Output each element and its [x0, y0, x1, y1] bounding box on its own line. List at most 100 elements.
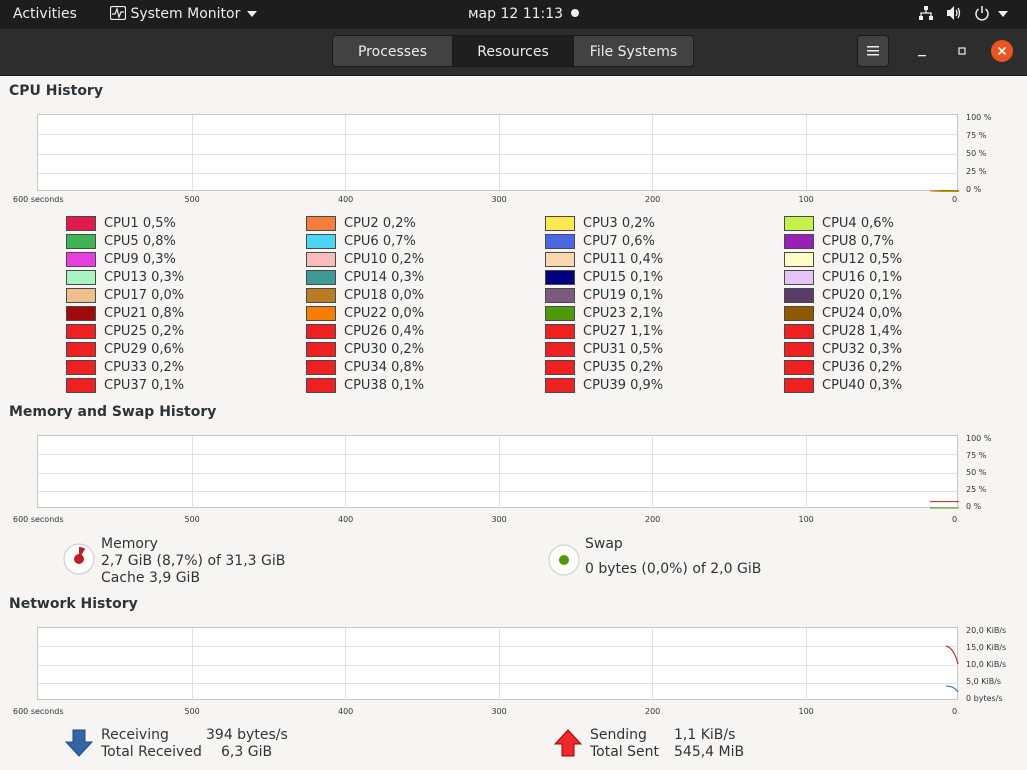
cpu-color-swatch[interactable]: [306, 216, 336, 231]
cpu-color-swatch[interactable]: [66, 324, 96, 339]
cpu-color-swatch[interactable]: [306, 288, 336, 303]
cpu-legend-label: CPU24 0,0%: [822, 305, 902, 323]
cpu-name: CPU26: [344, 324, 387, 339]
close-button[interactable]: [991, 40, 1013, 62]
network-y-tick: 0 bytes/s: [966, 694, 1003, 703]
cpu-color-swatch[interactable]: [545, 252, 575, 267]
cpu-color-swatch[interactable]: [66, 306, 96, 321]
network-icon[interactable]: [918, 0, 934, 29]
network-x-tick: 300: [491, 707, 507, 716]
app-menu[interactable]: System Monitor: [109, 0, 257, 29]
cpu-color-swatch[interactable]: [66, 252, 96, 267]
hamburger-icon: [867, 46, 879, 56]
cpu-name: CPU14: [344, 270, 387, 285]
cpu-color-swatch[interactable]: [66, 360, 96, 375]
cpu-color-swatch[interactable]: [306, 270, 336, 285]
cpu-color-swatch[interactable]: [545, 342, 575, 357]
memory-graph-canvas: [38, 436, 959, 509]
swap-label: Swap: [585, 536, 623, 552]
cpu-color-swatch[interactable]: [784, 288, 814, 303]
cpu-value: 0,3%: [869, 378, 903, 393]
cpu-legend-label: CPU11 0,4%: [583, 251, 663, 269]
cpu-color-swatch[interactable]: [306, 306, 336, 321]
cpu-legend-label: CPU38 0,1%: [344, 377, 424, 395]
swap-usage: 0 bytes (0,0%) of 2,0 GiB: [585, 561, 762, 577]
cpu-legend-label: CPU32 0,3%: [822, 341, 902, 359]
cpu-y-tick: 50 %: [966, 149, 987, 158]
cpu-value: 0,4%: [391, 324, 425, 339]
receiving-arrow-icon[interactable]: [64, 728, 94, 762]
cpu-color-swatch[interactable]: [306, 342, 336, 357]
cpu-color-swatch[interactable]: [784, 216, 814, 231]
cpu-value: 0,5%: [630, 342, 664, 357]
volume-icon[interactable]: [946, 0, 962, 29]
cpu-color-swatch[interactable]: [66, 234, 96, 249]
tab-file-systems[interactable]: File Systems: [573, 35, 694, 67]
maximize-button[interactable]: [952, 41, 972, 61]
cpu-value: 0,0%: [391, 306, 425, 321]
cpu-color-swatch[interactable]: [66, 378, 96, 393]
sending-arrow-icon[interactable]: [553, 728, 583, 762]
cpu-value: 0,1%: [630, 288, 664, 303]
cpu-color-swatch[interactable]: [66, 342, 96, 357]
cpu-color-swatch[interactable]: [545, 288, 575, 303]
cpu-name: CPU37: [104, 378, 147, 393]
cpu-color-swatch[interactable]: [784, 324, 814, 339]
cpu-color-swatch[interactable]: [545, 234, 575, 249]
cpu-color-swatch[interactable]: [545, 306, 575, 321]
cpu-legend-label: CPU15 0,1%: [583, 269, 663, 287]
cpu-color-swatch[interactable]: [545, 216, 575, 231]
cpu-legend-label: CPU22 0,0%: [344, 305, 424, 323]
total-sent-value: 545,4 MiB: [674, 744, 745, 760]
memory-y-tick: 50 %: [966, 468, 987, 477]
cpu-value: 1,1%: [630, 324, 664, 339]
cpu-legend-label: CPU31 0,5%: [583, 341, 663, 359]
cpu-color-swatch[interactable]: [784, 360, 814, 375]
cpu-legend-label: CPU29 0,6%: [104, 341, 184, 359]
cpu-legend-label: CPU37 0,1%: [104, 377, 184, 395]
menu-button[interactable]: [857, 35, 889, 67]
cpu-legend-label: CPU4 0,6%: [822, 215, 894, 233]
maximize-icon: [958, 47, 966, 55]
cpu-color-swatch[interactable]: [306, 252, 336, 267]
power-icon[interactable]: [974, 0, 990, 29]
cpu-color-swatch[interactable]: [306, 234, 336, 249]
cpu-color-swatch[interactable]: [66, 270, 96, 285]
cpu-color-swatch[interactable]: [66, 216, 96, 231]
cpu-color-swatch[interactable]: [306, 324, 336, 339]
minimize-button[interactable]: [912, 41, 932, 61]
cpu-color-swatch[interactable]: [306, 360, 336, 375]
cpu-name: CPU6: [344, 234, 379, 249]
memory-history-title: Memory and Swap History: [9, 404, 217, 420]
system-menu-chevron-icon[interactable]: [998, 0, 1008, 29]
tab-resources[interactable]: Resources: [452, 35, 574, 67]
cpu-color-swatch[interactable]: [545, 270, 575, 285]
cpu-color-swatch[interactable]: [784, 234, 814, 249]
cpu-name: CPU19: [583, 288, 626, 303]
cpu-color-swatch[interactable]: [784, 252, 814, 267]
cpu-color-swatch[interactable]: [66, 288, 96, 303]
cpu-name: CPU17: [104, 288, 147, 303]
chevron-down-icon: [246, 11, 257, 17]
memory-usage: 2,7 GiB (8,7%) of 31,3 GiB: [101, 553, 286, 569]
cpu-name: CPU31: [583, 342, 626, 357]
cpu-color-swatch[interactable]: [545, 324, 575, 339]
swap-pie-icon[interactable]: [548, 544, 580, 580]
cpu-color-swatch[interactable]: [306, 378, 336, 393]
cpu-color-swatch[interactable]: [784, 270, 814, 285]
memory-pie-icon[interactable]: [63, 543, 95, 579]
activities-button[interactable]: Activities: [13, 6, 77, 22]
memory-history-graph: [37, 435, 959, 509]
cpu-series-line: [929, 190, 959, 192]
network-history-graph: [37, 627, 959, 701]
cpu-color-swatch[interactable]: [545, 378, 575, 393]
tab-processes[interactable]: Processes: [332, 35, 453, 67]
clock[interactable]: мар 12 11:13: [468, 6, 564, 22]
cpu-color-swatch[interactable]: [784, 306, 814, 321]
cpu-graph-canvas: [38, 115, 959, 192]
cpu-legend-label: CPU20 0,1%: [822, 287, 902, 305]
cpu-value: 0,2%: [151, 324, 185, 339]
cpu-color-swatch[interactable]: [784, 342, 814, 357]
cpu-color-swatch[interactable]: [784, 378, 814, 393]
cpu-color-swatch[interactable]: [545, 360, 575, 375]
